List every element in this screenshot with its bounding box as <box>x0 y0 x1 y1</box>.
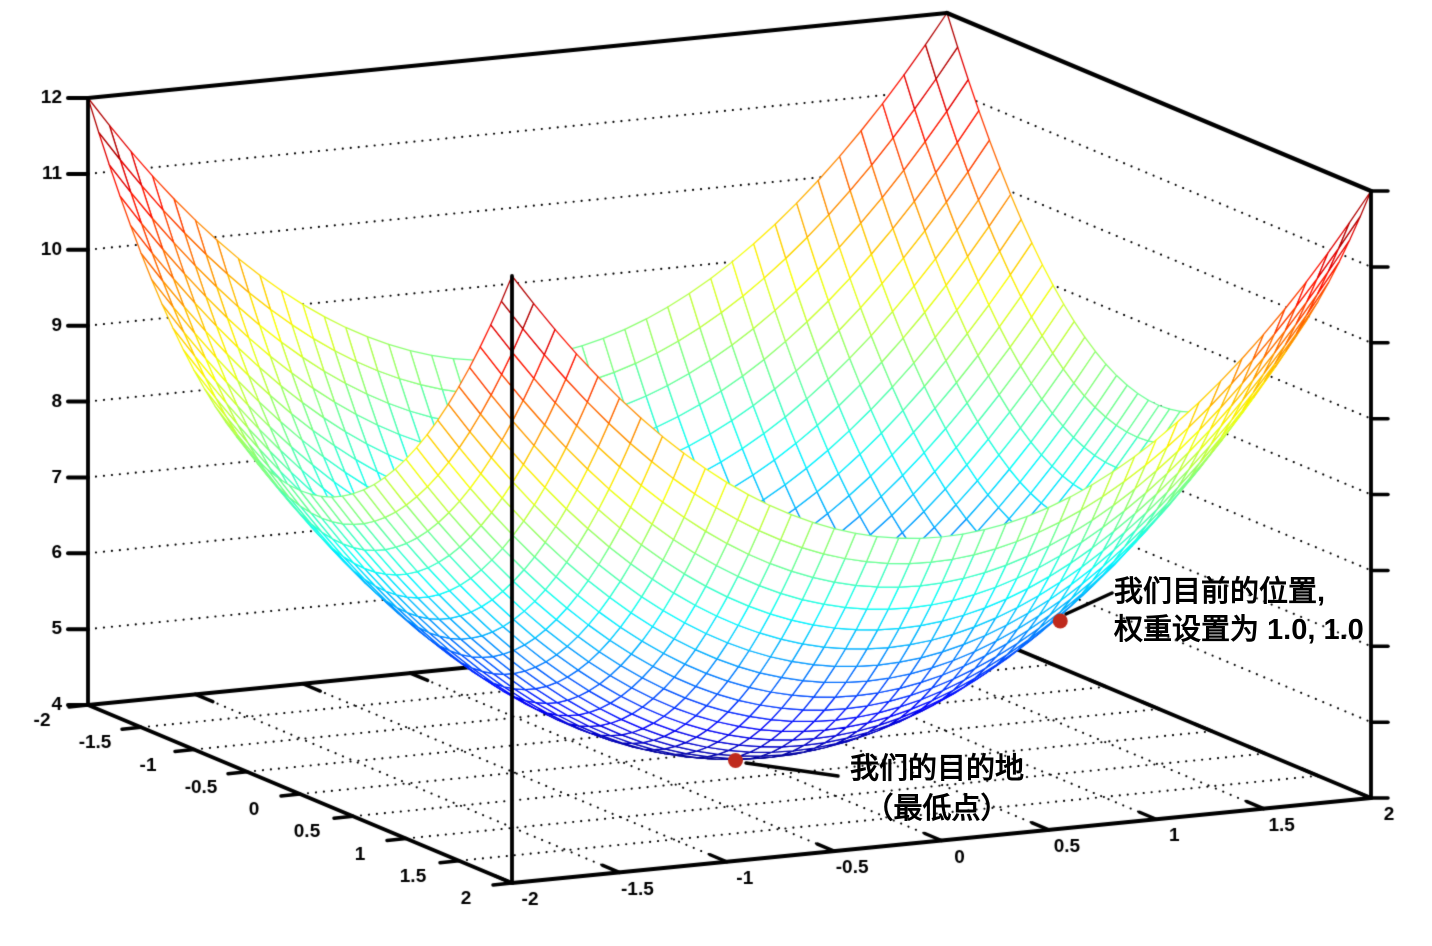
annotation-destination-line2: （最低点） <box>864 793 1010 825</box>
annotation-destination-line1: 我们的目的地 <box>849 753 1024 785</box>
annotation-destination: 我们的目的地 （最低点） <box>842 749 1032 829</box>
annotation-current-position: 我们目前的位置, 权重设置为 1.0, 1.0 <box>1114 573 1364 649</box>
annotation-current-position-line2: 权重设置为 1.0, 1.0 <box>1114 614 1364 646</box>
annotation-current-position-line1: 我们目前的位置, <box>1114 576 1326 608</box>
